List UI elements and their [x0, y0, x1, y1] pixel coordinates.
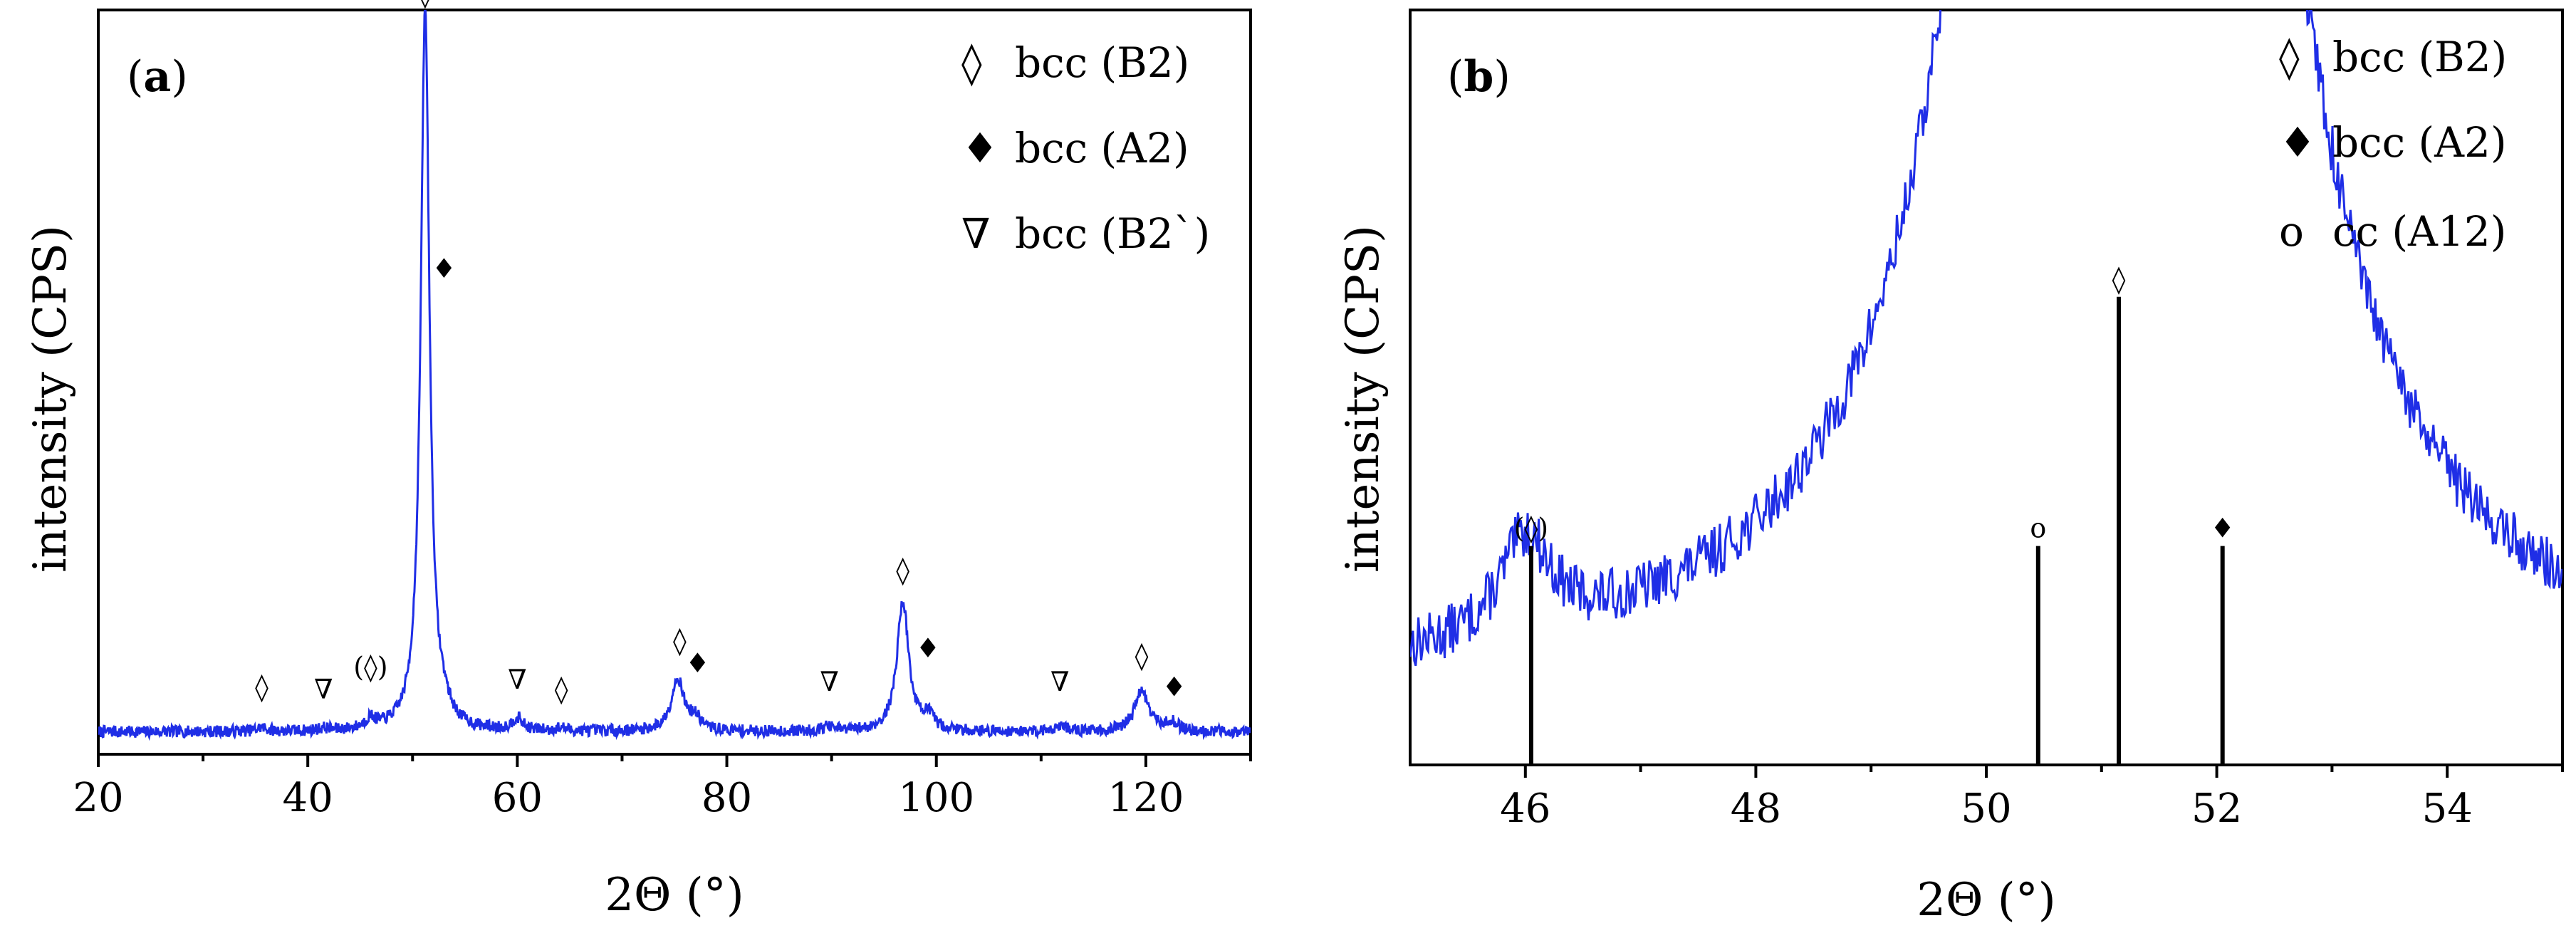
- legend-b-symbol-3: o: [2279, 207, 2304, 256]
- peak-markers-a: ◊∇(◊)◊♦∇◊◊♦∇◊♦∇◊♦: [255, 0, 1187, 705]
- y-axis-title-b: intensity (CPS): [1337, 225, 1389, 573]
- panel-label-b: (b): [1447, 52, 1511, 102]
- legend-b-label-3: cc (A12): [2332, 207, 2506, 256]
- x-tick-labels-b: 46 48 50 52 54: [1500, 786, 2473, 832]
- peak-marker-open-diamond: ◊: [673, 625, 687, 657]
- x-tick-labels-a: 20 40 60 80 100 120: [73, 775, 1184, 821]
- peak-marker-open-diamond: ◊: [896, 554, 909, 585]
- legend-a-symbol-2: ♦: [961, 124, 998, 172]
- reference-lines-b: (◊) o ◊ ♦: [1514, 264, 2235, 765]
- peak-marker-open-diamond: ◊: [419, 0, 432, 9]
- panel-b: 46 48 50 52 54 (◊) o ◊ ♦ (b) ◊ bcc (B2) ♦ bcc (…: [1337, 9, 2564, 927]
- legend-a-label-3: bcc (B2`): [1015, 209, 1210, 258]
- x-tick-label: 48: [1731, 786, 1781, 832]
- panel-label-a: (a): [127, 52, 188, 102]
- x-tick-label: 20: [73, 775, 123, 821]
- x-tick-label: 52: [2191, 786, 2242, 832]
- x-tick-label: 80: [702, 775, 752, 821]
- x-tick-label: 54: [2422, 786, 2473, 832]
- x-ticks-b: [1523, 765, 2564, 778]
- peak-marker-open-diamond: ◊: [555, 674, 568, 705]
- y-axis-title-a: intensity (CPS): [24, 225, 77, 573]
- legend-a-label-2: bcc (A2): [1015, 124, 1189, 172]
- xrd-trace-a: [98, 10, 1251, 741]
- x-tick-label: 60: [492, 775, 543, 821]
- peak-marker-open-triangle: ∇: [820, 666, 839, 697]
- legend-a-symbol-3: ∇: [961, 209, 991, 258]
- x-tick-label: 50: [1961, 786, 2011, 832]
- legend-a-label-1: bcc (B2): [1015, 38, 1189, 87]
- x-ticks-a: [97, 754, 1252, 767]
- legend-b-label-1: bcc (B2): [2332, 33, 2507, 81]
- x-axis-title-a: 2Θ (°): [605, 869, 744, 922]
- reference-label-filled-diamond: ♦: [2211, 513, 2235, 544]
- reference-label-open-diamond: ◊: [2112, 264, 2126, 295]
- peak-marker-open-triangle: ∇: [1050, 666, 1070, 697]
- peak-marker-filled-diamond: ♦: [916, 632, 940, 664]
- x-tick-label: 100: [898, 775, 974, 821]
- x-tick-label: 46: [1500, 786, 1550, 832]
- legend-a-symbol-1: ◊: [961, 38, 982, 87]
- xrd-trace-b: [1410, 10, 2562, 667]
- legend-b: ◊ bcc (B2) ♦ bcc (A2) o cc (A12): [2279, 33, 2507, 256]
- peak-marker-open-diamond-paren: (◊): [353, 651, 387, 682]
- peak-marker-open-triangle: ∇: [508, 664, 527, 695]
- legend-b-symbol-1: ◊: [2279, 33, 2300, 81]
- peak-marker-open-diamond: ◊: [1135, 640, 1149, 672]
- x-tick-label: 120: [1107, 775, 1184, 821]
- legend-b-symbol-2: ♦: [2279, 118, 2316, 167]
- peak-marker-filled-diamond: ♦: [432, 253, 456, 284]
- reference-label-open-diamond-paren: (◊): [1514, 513, 1548, 544]
- legend-b-label-2: bcc (A2): [2332, 118, 2507, 167]
- peak-marker-filled-diamond: ♦: [1162, 671, 1187, 702]
- reference-label-open-circle: o: [2030, 513, 2046, 544]
- peak-marker-open-diamond: ◊: [255, 671, 268, 702]
- x-axis-title-b: 2Θ (°): [1917, 874, 2055, 927]
- plot-frame-a: [97, 9, 1252, 756]
- peak-marker-filled-diamond: ♦: [685, 647, 709, 679]
- x-tick-label: 40: [283, 775, 333, 821]
- peak-marker-open-triangle: ∇: [314, 674, 333, 705]
- legend-a: ◊ bcc (B2) ♦ bcc (A2) ∇ bcc (B2`): [961, 38, 1210, 258]
